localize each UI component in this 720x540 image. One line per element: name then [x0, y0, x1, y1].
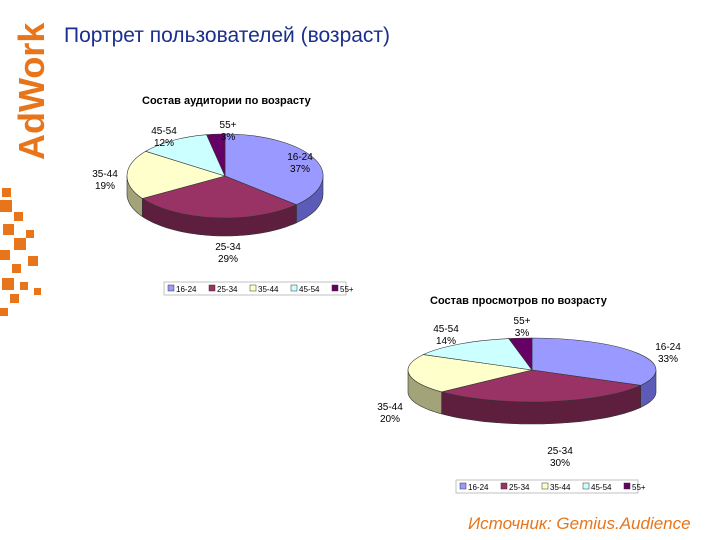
brand-logo: AdWork [11, 22, 52, 160]
chart-legend: 16-24 25-34 35-44 45-54 55+ [455, 479, 646, 494]
pie-slice-35-44 [407, 354, 533, 393]
legend-label-16-24: 16-24 [176, 285, 197, 294]
legend-label-55+: 55+ [632, 483, 646, 492]
slice-label-35-44: 35-44 19% [92, 169, 118, 192]
pie-slice-35-44 [126, 150, 227, 199]
slice-label-45-54: 45-54 12% [151, 126, 177, 149]
legend-label-16-24: 16-24 [468, 483, 489, 492]
slice-label-35-44: 35-44 20% [377, 402, 403, 425]
legend-swatch-35-44 [249, 284, 257, 292]
legend-label-35-44: 35-44 [550, 483, 571, 492]
slice-label-25-34: 25-34 29% [215, 242, 241, 265]
views-age-pie-chart: Состав просмотров по возрасту 16-24 33% 25-… [377, 295, 681, 494]
legend-label-55+: 55+ [340, 285, 354, 294]
pie-slice-25-34 [141, 175, 298, 219]
pie-slice-55+ [206, 133, 226, 177]
legend-swatch-45-54 [290, 284, 298, 292]
slice-label-16-24: 16-24 37% [287, 152, 313, 175]
legend-label-25-34: 25-34 [217, 285, 238, 294]
slice-label-16-24: 16-24 33% [655, 342, 681, 365]
brand-stripe: AdWork [0, 22, 52, 316]
legend-swatch-25-34 [208, 284, 216, 292]
slice-label-45-54: 45-54 14% [433, 324, 459, 347]
pie-slice-16-24 [224, 133, 324, 206]
pie-slice-55+ [508, 337, 533, 371]
slice-label-25-34: 25-34 30% [547, 446, 573, 469]
legend-swatch-16-24 [459, 482, 467, 490]
legend-label-35-44: 35-44 [258, 285, 279, 294]
legend-swatch-35-44 [541, 482, 549, 490]
page-title: Портрет пользователей (возраст) [64, 24, 391, 47]
slice-label-55+: 55+ 3% [220, 120, 237, 143]
legend-label-45-54: 45-54 [591, 483, 612, 492]
slice-label-55+: 55+ 3% [514, 316, 531, 339]
legend-swatch-55+ [623, 482, 631, 490]
audience-age-pie-chart: Состав аудитории по возрасту 16-24 37% 25-3… [92, 95, 354, 296]
pie-slice-45-54 [422, 338, 533, 371]
source-note: Источник: Gemius.Audience [468, 514, 691, 533]
chart-legend: 16-24 25-34 35-44 45-54 55+ [163, 281, 354, 296]
pie-slice-16-24 [531, 337, 657, 386]
legend-label-45-54: 45-54 [299, 285, 320, 294]
pie-slice-45-54 [144, 134, 226, 177]
chart-title: Состав аудитории по возрасту [142, 95, 312, 107]
legend-swatch-25-34 [500, 482, 508, 490]
legend-label-25-34: 25-34 [509, 483, 530, 492]
pie-slice-25-34 [440, 369, 642, 403]
brand-pixel-pattern [0, 188, 41, 316]
legend-swatch-55+ [331, 284, 339, 292]
legend-swatch-45-54 [582, 482, 590, 490]
legend-swatch-16-24 [167, 284, 175, 292]
chart-title: Состав просмотров по возрасту [430, 295, 608, 307]
